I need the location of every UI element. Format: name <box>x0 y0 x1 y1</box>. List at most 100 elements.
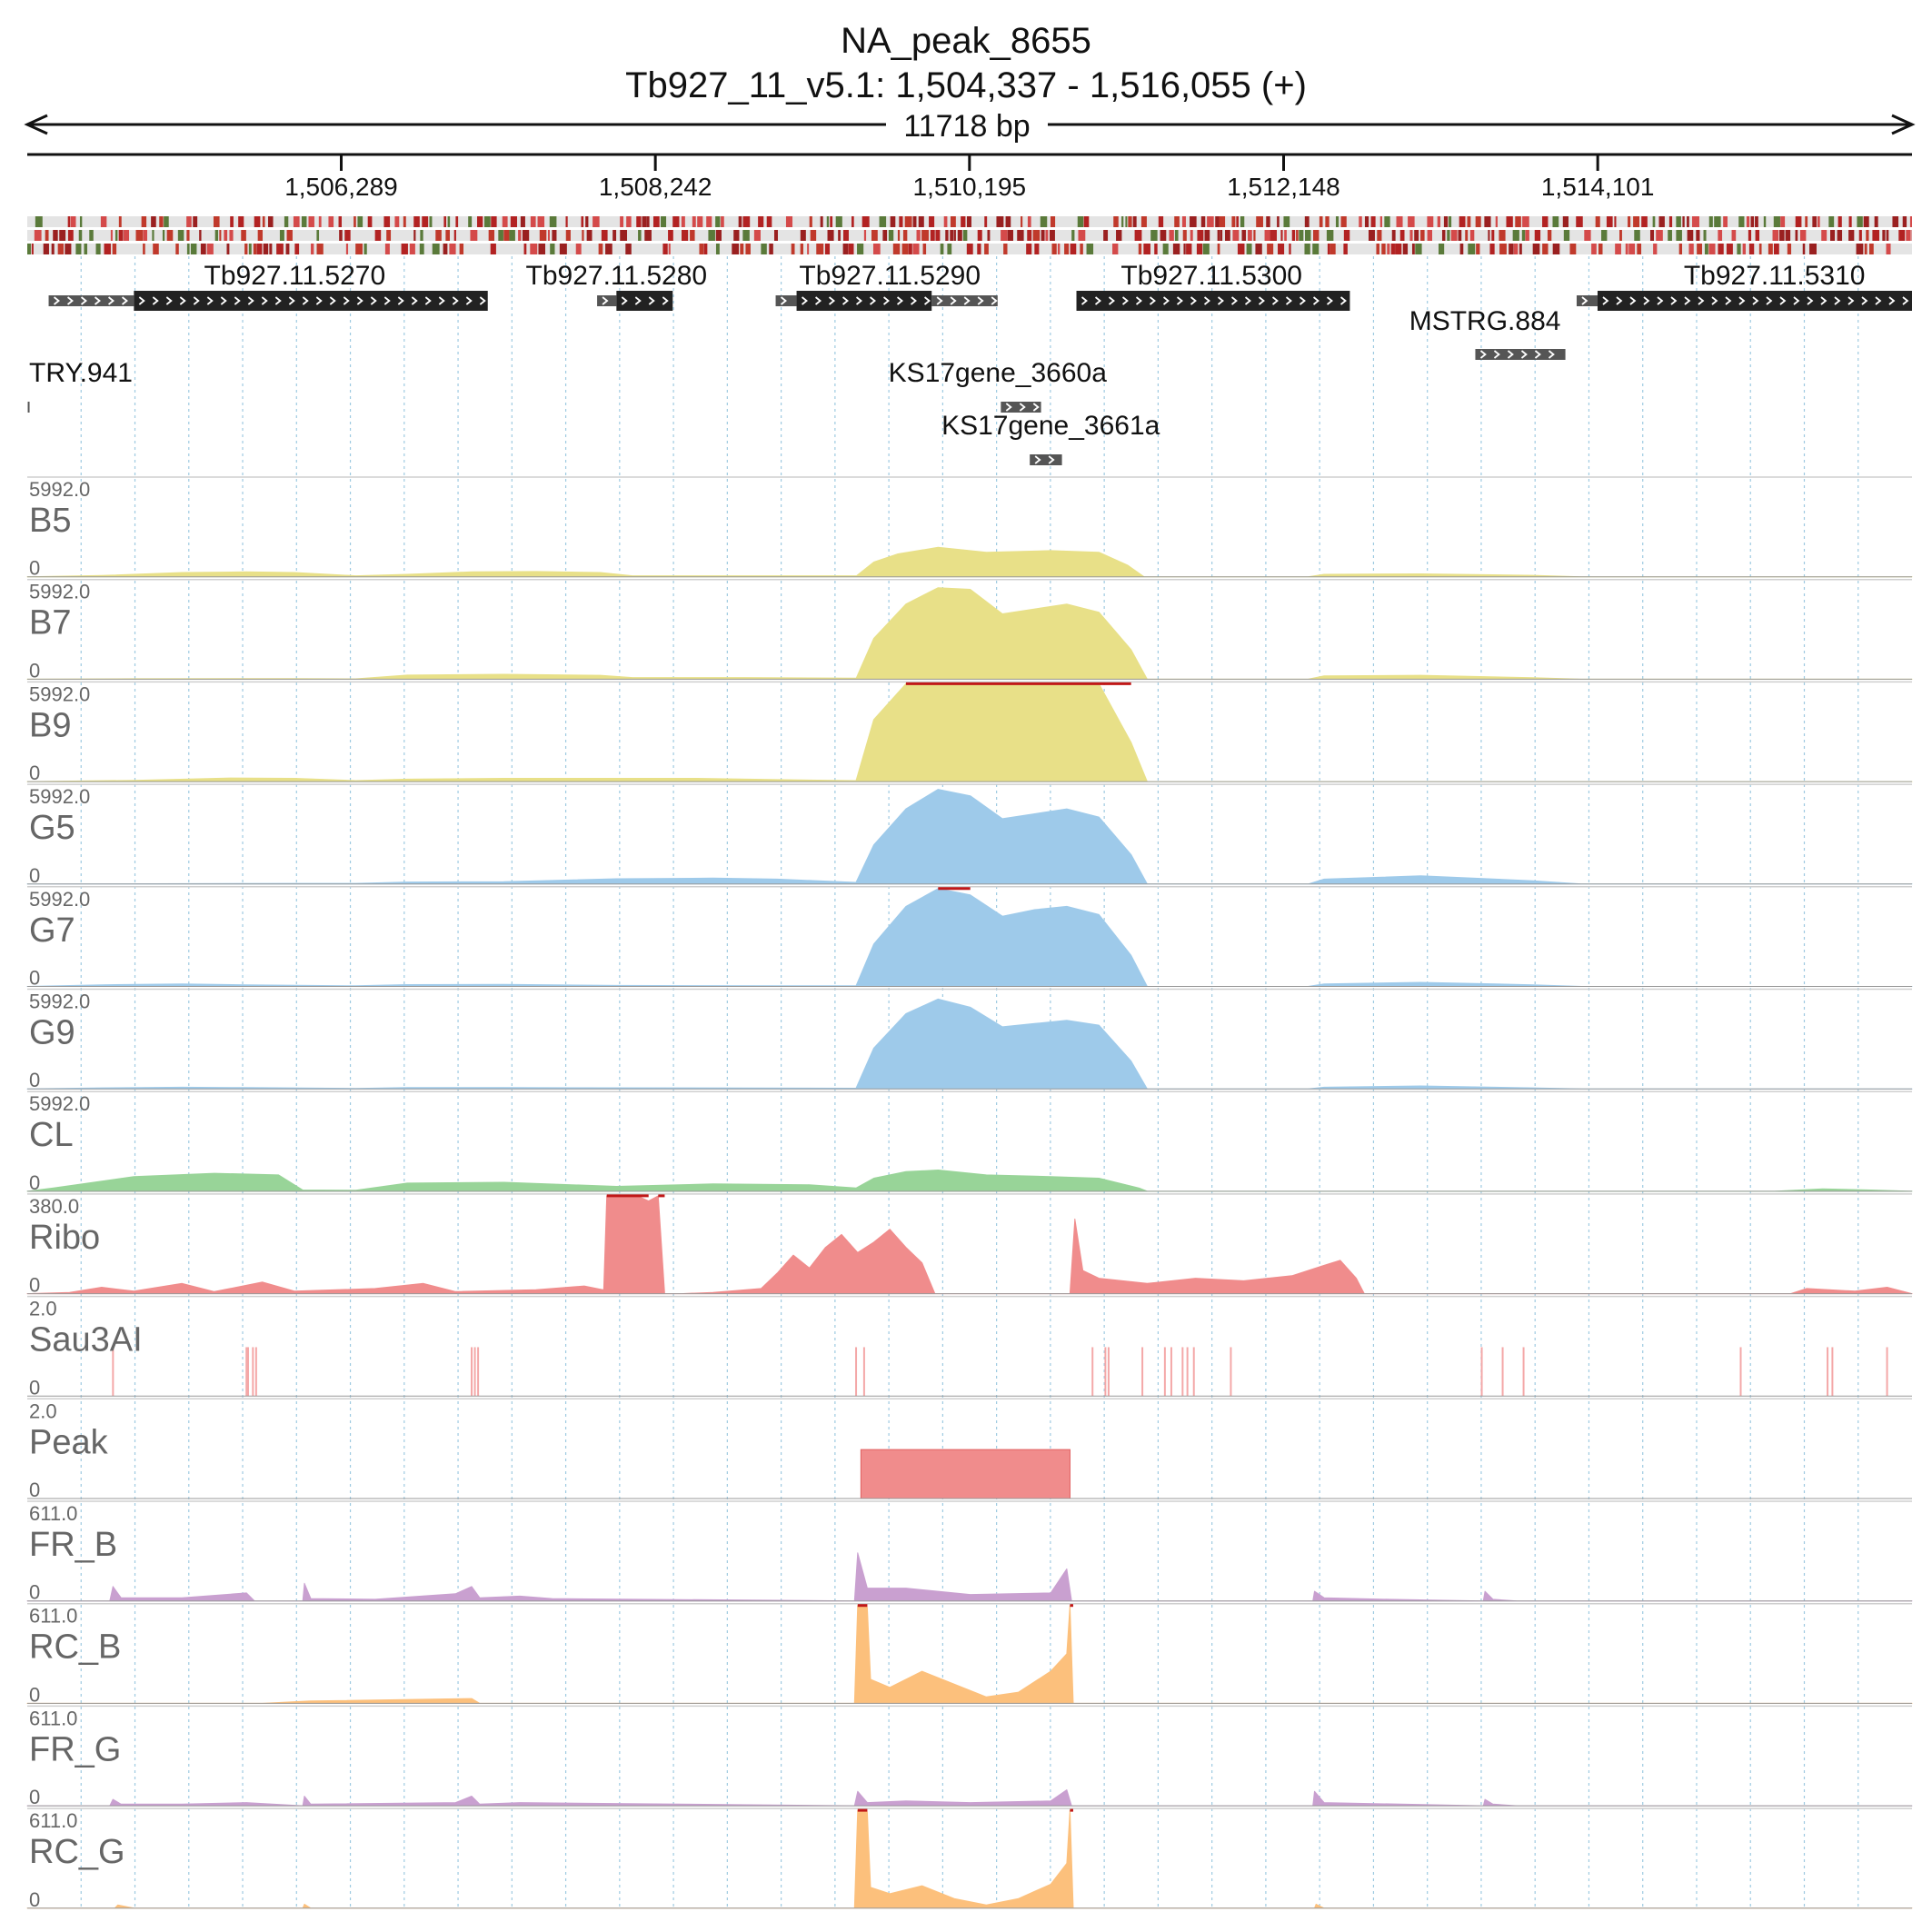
track-name: FR_G <box>29 1730 121 1768</box>
variant-mark <box>1427 230 1433 241</box>
variant-mark <box>1812 216 1817 227</box>
track-area <box>26 1605 1913 1704</box>
strand-chevron <box>1135 296 1142 305</box>
variant-mark <box>745 244 751 254</box>
strand-chevron <box>1339 296 1347 305</box>
variant-mark <box>1758 244 1762 254</box>
variant-mark <box>1296 230 1299 241</box>
variant-mark <box>143 244 145 254</box>
variant-mark <box>1264 230 1270 241</box>
variant-mark <box>453 230 456 241</box>
variant-mark <box>1007 230 1013 241</box>
variant-mark <box>483 216 491 227</box>
variant-mark <box>1598 244 1603 254</box>
variant-mark <box>1237 244 1245 254</box>
variant-mark <box>1499 230 1506 241</box>
variant-mark <box>244 244 248 254</box>
variant-mark <box>1692 216 1699 227</box>
strand-chevron <box>121 296 128 305</box>
variant-mark <box>953 230 956 241</box>
variant-mark <box>1070 244 1077 254</box>
variant-mark <box>186 230 190 241</box>
variant-mark <box>809 216 812 227</box>
track-zero-label: 0 <box>29 1786 40 1808</box>
variant-mark <box>248 244 252 254</box>
variant-mark <box>1364 216 1369 227</box>
variant-mark <box>620 230 628 241</box>
variant-mark <box>1874 216 1878 227</box>
variant-mark <box>1532 244 1540 254</box>
variant-mark <box>706 216 712 227</box>
variant-mark <box>1396 216 1403 227</box>
variant-mark <box>1459 244 1464 254</box>
variant-mark <box>1569 244 1577 254</box>
variant-mark <box>708 230 715 241</box>
track-g5: 5992.0G5 0 <box>26 783 1913 887</box>
strand-chevron <box>107 296 115 305</box>
variant-mark <box>1017 230 1024 241</box>
variant-mark <box>1376 244 1379 254</box>
strand-chevron <box>1244 296 1251 305</box>
strand-chevron <box>1190 296 1197 305</box>
strand-chevron <box>1779 296 1787 305</box>
gene-body <box>796 291 932 311</box>
variant-mark <box>738 216 742 227</box>
variant-mark <box>1236 216 1239 227</box>
variant-mark <box>1181 216 1186 227</box>
variant-mark <box>1748 230 1752 241</box>
variant-mark <box>1051 244 1057 254</box>
variant-mark <box>1828 216 1835 227</box>
gene-label: Tb927.11.5300 <box>1120 261 1302 291</box>
track-zero-label: 0 <box>29 659 40 682</box>
variant-mark <box>681 216 685 227</box>
strand-chevron <box>1005 403 1012 412</box>
strand-chevron <box>1834 296 1841 305</box>
variant-mark <box>1858 230 1862 241</box>
variant-mark <box>1628 244 1636 254</box>
variant-mark <box>800 230 806 241</box>
variant-mark <box>1408 216 1415 227</box>
variant-mark <box>1637 244 1642 254</box>
variant-mark <box>186 244 190 254</box>
variant-mark <box>642 216 647 227</box>
peak-region <box>860 1449 1071 1499</box>
axis-tick-label: 1,506,289 <box>284 173 398 201</box>
strand-chevron <box>247 296 254 305</box>
variant-mark <box>1138 244 1142 254</box>
variant-mark <box>1668 216 1673 227</box>
strand-chevron <box>1217 296 1224 305</box>
variant-mark <box>1856 244 1864 254</box>
variant-mark <box>807 244 810 254</box>
variant-mark <box>166 230 174 241</box>
variant-mark <box>646 216 650 227</box>
variant-mark <box>1071 230 1075 241</box>
variant-mark <box>1190 230 1193 241</box>
variant-mark <box>1402 244 1409 254</box>
strand-chevron <box>66 296 74 305</box>
variant-mark <box>1774 244 1779 254</box>
variant-mark <box>374 230 382 241</box>
variant-mark <box>43 244 49 254</box>
variant-mark <box>219 230 222 241</box>
variant-mark <box>241 230 246 241</box>
variant-mark <box>1134 230 1142 241</box>
track-g9: 5992.0G9 0 <box>26 988 1913 1091</box>
variant-mark <box>67 230 74 241</box>
variant-mark <box>413 216 420 227</box>
variant-mark <box>1447 230 1450 241</box>
variant-mark <box>316 244 324 254</box>
variant-mark <box>1196 244 1203 254</box>
variant-mark <box>344 230 351 241</box>
strand-chevron <box>1299 296 1306 305</box>
variant-mark <box>162 230 165 241</box>
variant-mark <box>503 230 510 241</box>
variant-mark <box>1547 230 1552 241</box>
variant-mark <box>1837 216 1842 227</box>
track-zero-label: 0 <box>29 1581 40 1604</box>
variant-mark <box>355 244 363 254</box>
strand-chevron <box>1752 296 1759 305</box>
variant-mark <box>1563 230 1570 241</box>
strand-chevron <box>1698 296 1705 305</box>
variant-mark <box>1113 216 1119 227</box>
variant-mark <box>470 230 478 241</box>
